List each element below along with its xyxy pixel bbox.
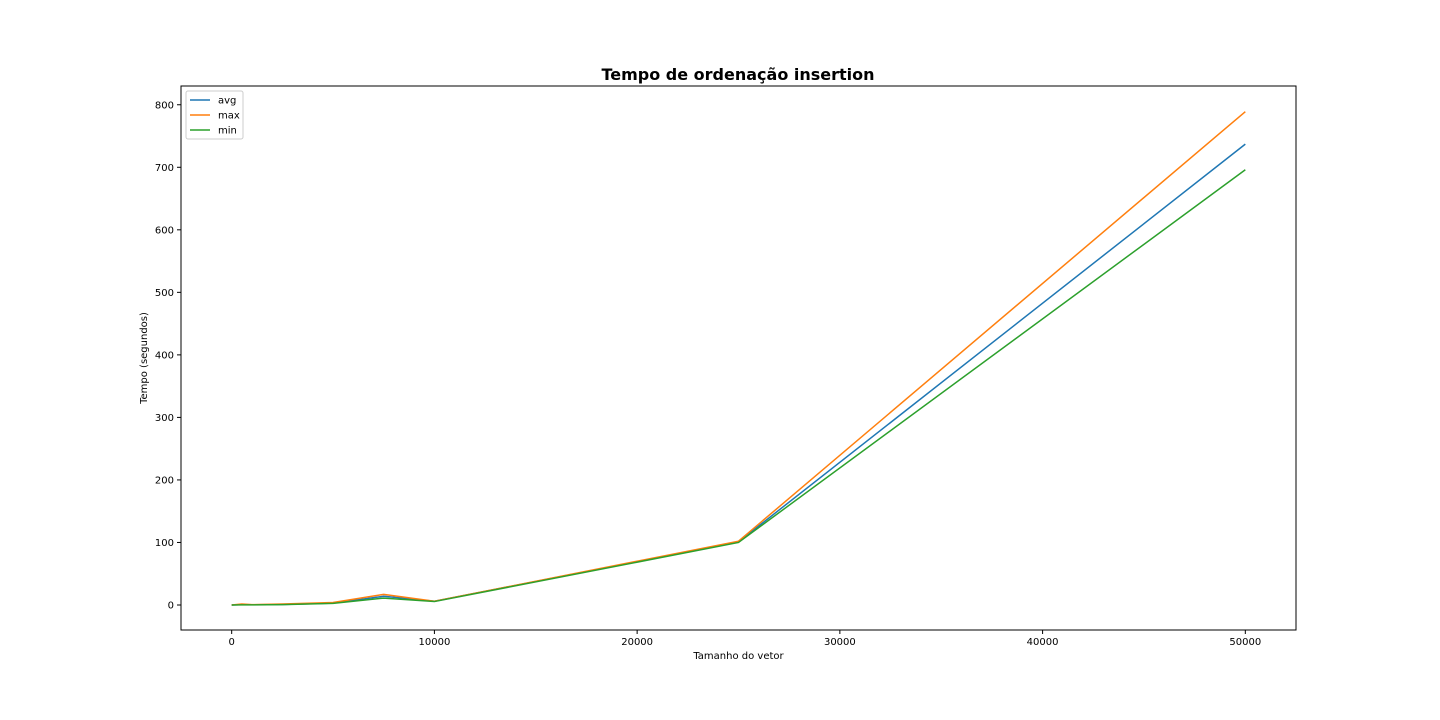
x-tick-label: 50000	[1229, 637, 1261, 648]
x-tick-label: 20000	[621, 637, 653, 648]
y-tick-label: 700	[155, 163, 174, 174]
legend-label-min: min	[218, 126, 237, 137]
legend-box	[185, 90, 244, 140]
y-tick-label: 300	[155, 413, 174, 424]
series-line-max	[231, 111, 1246, 606]
y-tick-label: 500	[155, 288, 174, 299]
series-line-min	[231, 169, 1246, 606]
y-axis-label: Tempo (segundos)	[139, 312, 150, 405]
y-tick-label: 100	[155, 538, 174, 549]
legend-label-avg: avg	[218, 96, 236, 107]
legend: avg max min	[185, 90, 244, 140]
legend-label-max: max	[218, 111, 240, 122]
y-tick-label: 400	[155, 350, 174, 361]
x-tick-label: 10000	[419, 637, 451, 648]
y-axis: 0 100 200 300 400 500 600 700 800	[155, 100, 181, 611]
y-tick-label: 0	[168, 600, 174, 611]
axes-frame	[180, 85, 1297, 631]
x-tick-label: 30000	[824, 637, 856, 648]
y-tick-label: 200	[155, 475, 174, 486]
y-tick-label: 600	[155, 225, 174, 236]
y-tick-label: 800	[155, 100, 174, 111]
x-axis: 0 10000 20000 30000 40000 50000	[228, 630, 1261, 648]
x-tick-label: 40000	[1027, 637, 1059, 648]
series-line-avg	[231, 143, 1246, 606]
x-axis-label: Tamanho do vetor	[692, 651, 784, 662]
chart-title: Tempo de ordenação insertion	[601, 65, 874, 84]
x-tick-label: 0	[228, 637, 234, 648]
plot-area	[231, 111, 1246, 606]
